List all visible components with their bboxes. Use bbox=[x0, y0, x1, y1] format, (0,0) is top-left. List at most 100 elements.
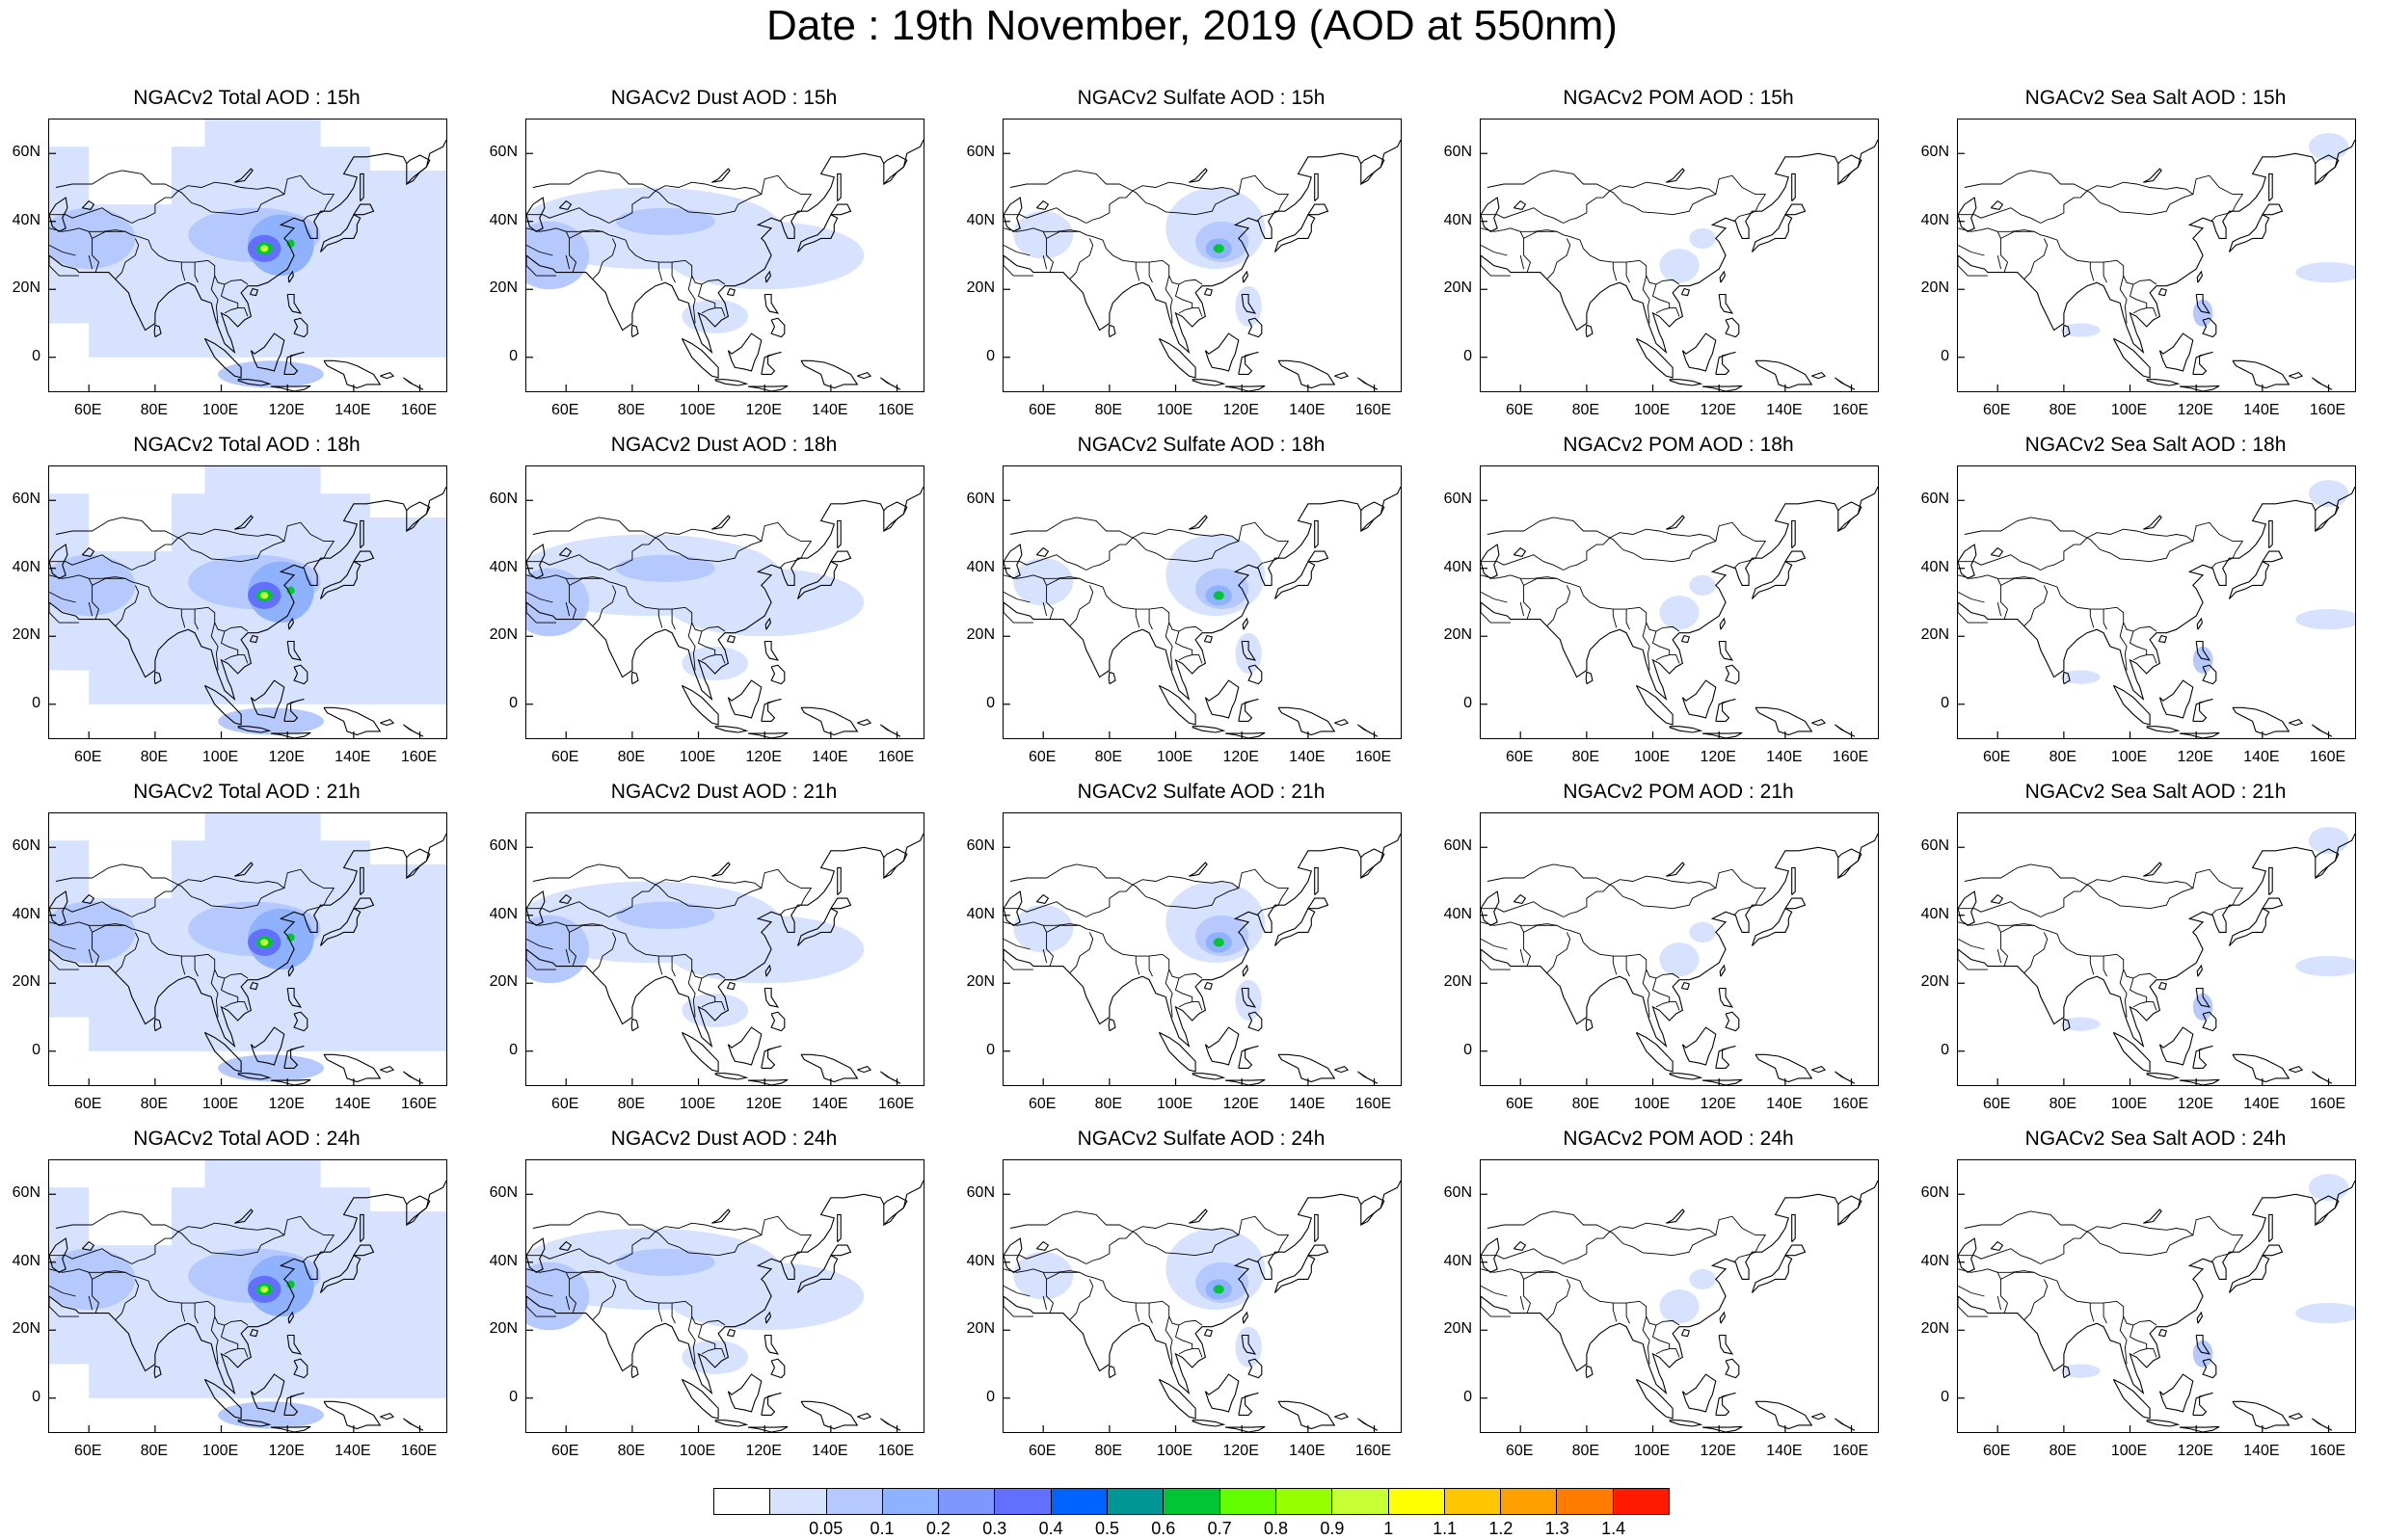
x-tick-label: 120E bbox=[745, 749, 782, 765]
coastline bbox=[1035, 546, 1050, 558]
coastline bbox=[1277, 359, 1336, 389]
map-plot-area bbox=[1480, 1159, 1879, 1433]
coastline bbox=[49, 544, 68, 579]
coastline bbox=[1635, 1031, 1674, 1073]
country-border bbox=[1009, 863, 1134, 886]
map-panel: NGACv2 Sulfate AOD : 24h 60N 40N 20N 0 60E 80E… bbox=[954, 1128, 1436, 1489]
country-border bbox=[1481, 255, 1511, 277]
y-tick-label: 0 bbox=[509, 347, 518, 364]
country-border bbox=[1563, 928, 1680, 979]
coastline bbox=[2232, 706, 2290, 736]
colorbar-label: 1.4 bbox=[1601, 1519, 1626, 1538]
coastline bbox=[323, 1053, 382, 1083]
x-tick-label: 140E bbox=[1766, 749, 1803, 765]
country-border bbox=[1733, 1253, 1753, 1263]
country-border bbox=[532, 863, 656, 886]
coastline bbox=[1701, 731, 1743, 738]
x-tick-label: 80E bbox=[1571, 1443, 1600, 1459]
coastline bbox=[2192, 1392, 2213, 1416]
y-tick-label: 60N bbox=[966, 491, 995, 508]
country-border bbox=[49, 255, 79, 277]
country-border bbox=[1192, 1001, 1203, 1011]
coastline bbox=[763, 293, 780, 314]
coastline bbox=[380, 371, 395, 380]
coastline bbox=[1715, 1045, 1736, 1069]
country-border bbox=[1043, 923, 1081, 926]
aod-field bbox=[615, 207, 715, 235]
x-tick-label: 160E bbox=[877, 1443, 915, 1459]
country-border bbox=[2129, 630, 2148, 661]
y-tick-label: 20N bbox=[966, 626, 995, 644]
y-tick-label: 0 bbox=[1941, 1388, 1949, 1405]
x-tick-label: 120E bbox=[2177, 1443, 2213, 1459]
aod-clear bbox=[89, 493, 172, 552]
coastline bbox=[714, 1420, 749, 1427]
country-border bbox=[1004, 921, 1048, 933]
coastline bbox=[1680, 634, 1690, 644]
coastline bbox=[286, 1334, 303, 1355]
coastline bbox=[764, 617, 771, 630]
coastline bbox=[1751, 560, 1793, 599]
coastline bbox=[406, 154, 431, 185]
x-tick-label: 80E bbox=[140, 402, 169, 418]
country-border bbox=[220, 283, 239, 314]
coastline bbox=[360, 1213, 364, 1242]
map-plot-area bbox=[1957, 119, 2356, 392]
coastline bbox=[1360, 154, 1385, 185]
panel-title: NGACv2 Sea Salt AOD : 15h bbox=[2024, 87, 2287, 109]
coastline bbox=[796, 907, 839, 946]
y-tick-label: 20N bbox=[489, 279, 518, 297]
coastline bbox=[2112, 684, 2151, 726]
country-border bbox=[1958, 1268, 2002, 1280]
coastline bbox=[526, 833, 924, 1049]
aod-field bbox=[1689, 1268, 1716, 1289]
country-border bbox=[526, 207, 610, 224]
country-border bbox=[49, 554, 133, 571]
coastline bbox=[293, 317, 308, 338]
x-tick-label: 140E bbox=[1766, 1096, 1803, 1112]
coastline bbox=[1189, 168, 1208, 183]
coastline bbox=[1791, 519, 1796, 548]
aod-field bbox=[2308, 1174, 2349, 1202]
x-tick-label: 80E bbox=[1094, 1096, 1123, 1112]
coastline bbox=[681, 1031, 719, 1073]
coastline bbox=[250, 1026, 285, 1066]
aod-field bbox=[2295, 262, 2355, 283]
country-border bbox=[1669, 1001, 1680, 1011]
coastline bbox=[1666, 1208, 1685, 1224]
coastline bbox=[1203, 634, 1213, 644]
country-border bbox=[1669, 307, 1680, 317]
coastline bbox=[286, 987, 303, 1008]
coastline bbox=[234, 862, 254, 877]
coastline bbox=[1108, 1018, 1116, 1032]
country-border bbox=[1487, 863, 1611, 886]
country-border bbox=[194, 262, 199, 283]
coastline bbox=[270, 385, 311, 391]
aod-field bbox=[665, 1261, 865, 1331]
country-border bbox=[1135, 1303, 1140, 1322]
coastline bbox=[2143, 515, 2162, 530]
coastline bbox=[2228, 907, 2270, 946]
coastline bbox=[1224, 731, 1266, 738]
map-canvas bbox=[49, 466, 446, 738]
coastline bbox=[237, 379, 272, 386]
country-border bbox=[608, 537, 656, 571]
coastline bbox=[1158, 337, 1196, 379]
x-tick-label: 100E bbox=[2110, 402, 2148, 418]
coastline bbox=[1784, 897, 1807, 910]
map-panel: NGACv2 Sulfate AOD : 18h 60N 40N 20N 0 60E 80E… bbox=[954, 434, 1436, 795]
coastline bbox=[2289, 1065, 2304, 1074]
country-border bbox=[2086, 528, 2194, 563]
country-border bbox=[49, 245, 76, 256]
coastline bbox=[49, 833, 446, 1049]
country-border bbox=[714, 1001, 726, 1011]
country-border bbox=[1523, 924, 1565, 967]
coastline bbox=[2192, 698, 2213, 722]
coastline bbox=[153, 671, 162, 685]
country-border bbox=[1174, 283, 1193, 314]
coastline bbox=[1990, 1240, 2004, 1252]
colorbar-swatch bbox=[1613, 1489, 1670, 1514]
country-border bbox=[1256, 212, 1275, 223]
coastline bbox=[1247, 1358, 1263, 1379]
coastline bbox=[1585, 1365, 1594, 1379]
